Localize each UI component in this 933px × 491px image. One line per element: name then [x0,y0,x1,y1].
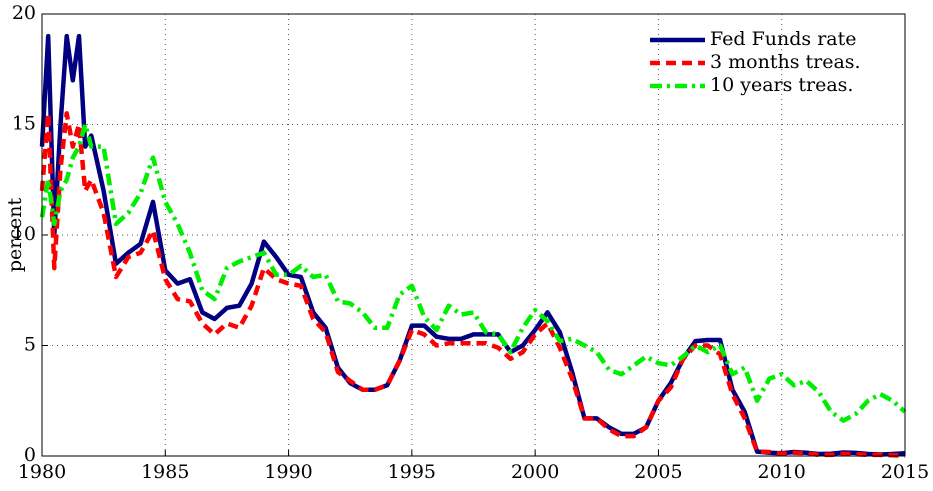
x-tick-label: 2005 [634,461,682,483]
x-tick-label: 1995 [388,461,436,483]
legend-label: 3 months treas. [710,51,861,73]
series-line [39,122,907,423]
series-line [39,33,906,457]
x-tick-label: 2000 [511,461,559,483]
y-tick-label: 5 [24,334,36,356]
x-tick-label: 1985 [141,461,189,483]
legend-label: Fed Funds rate [710,28,857,50]
x-tick-label: 1980 [18,461,66,483]
plot-frame [41,13,906,457]
y-tick-label: 20 [12,2,36,24]
y-axis-label: percent [4,198,26,273]
legend-label: 10 years treas. [710,74,853,96]
y-tick-label: 15 [12,113,36,135]
series-line [39,111,906,458]
plot-area [42,14,905,456]
y-tick-label: 10 [12,223,36,245]
x-tick-label: 2015 [881,461,929,483]
y-tick-label: 0 [24,444,36,466]
x-tick-label: 1990 [264,461,312,483]
x-tick-label: 2010 [758,461,806,483]
